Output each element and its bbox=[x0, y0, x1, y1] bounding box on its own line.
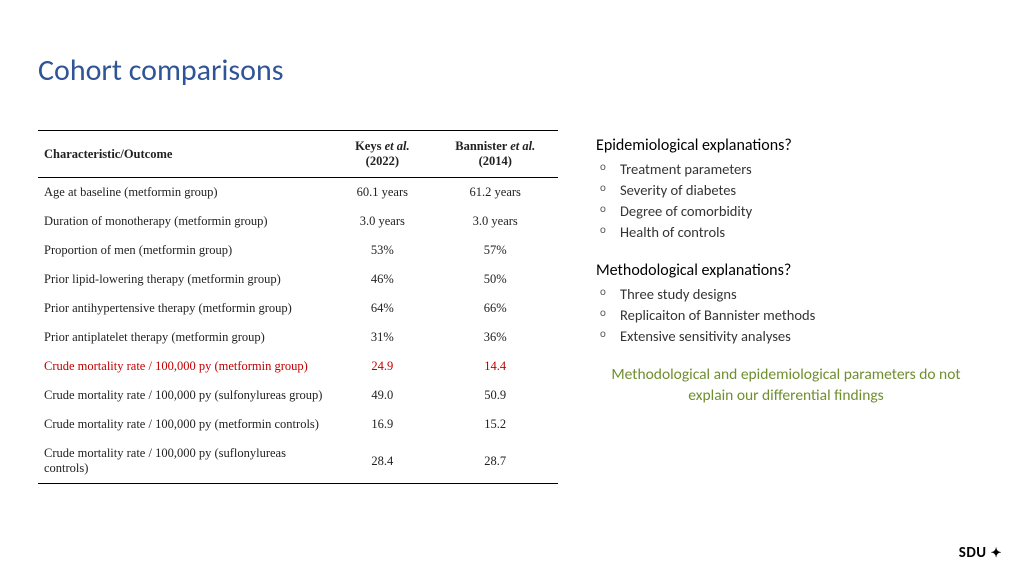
list-item: Treatment parameters bbox=[596, 159, 996, 180]
row-value-bannister: 61.2 years bbox=[432, 178, 558, 208]
table-row: Crude mortality rate / 100,000 py (sulfo… bbox=[38, 381, 558, 410]
list-item: Severity of diabetes bbox=[596, 180, 996, 201]
meth-list: Three study designsReplicaiton of Bannis… bbox=[596, 284, 996, 347]
table-row: Crude mortality rate / 100,000 py (metfo… bbox=[38, 352, 558, 381]
row-value-keys: 46% bbox=[332, 265, 432, 294]
conclusion-text: Methodological and epidemiological param… bbox=[596, 365, 976, 407]
row-value-bannister: 28.7 bbox=[432, 439, 558, 484]
row-label: Crude mortality rate / 100,000 py (metfo… bbox=[38, 410, 332, 439]
row-value-bannister: 3.0 years bbox=[432, 207, 558, 236]
comparison-table: Characteristic/Outcome Keys et al. (2022… bbox=[38, 130, 558, 484]
row-value-bannister: 50.9 bbox=[432, 381, 558, 410]
row-label: Crude mortality rate / 100,000 py (sulfo… bbox=[38, 381, 332, 410]
meth-heading: Methodological explanations? bbox=[596, 261, 996, 280]
row-value-bannister: 15.2 bbox=[432, 410, 558, 439]
row-label: Prior antihypertensive therapy (metformi… bbox=[38, 294, 332, 323]
table-row: Age at baseline (metformin group)60.1 ye… bbox=[38, 178, 558, 208]
row-value-bannister: 50% bbox=[432, 265, 558, 294]
row-value-keys: 24.9 bbox=[332, 352, 432, 381]
row-label: Age at baseline (metformin group) bbox=[38, 178, 332, 208]
col-bannister-2014: Bannister et al. (2014) bbox=[432, 131, 558, 178]
row-label: Prior antiplatelet therapy (metformin gr… bbox=[38, 323, 332, 352]
row-value-bannister: 66% bbox=[432, 294, 558, 323]
explanations-panel: Epidemiological explanations? Treatment … bbox=[596, 136, 996, 407]
table-row: Crude mortality rate / 100,000 py (suflo… bbox=[38, 439, 558, 484]
row-value-keys: 49.0 bbox=[332, 381, 432, 410]
list-item: Replicaiton of Bannister methods bbox=[596, 305, 996, 326]
logo-mark-icon: ✦ bbox=[991, 546, 1002, 561]
row-value-keys: 60.1 years bbox=[332, 178, 432, 208]
table-row: Duration of monotherapy (metformin group… bbox=[38, 207, 558, 236]
table-row: Prior lipid-lowering therapy (metformin … bbox=[38, 265, 558, 294]
list-item: Three study designs bbox=[596, 284, 996, 305]
list-item: Extensive sensitivity analyses bbox=[596, 326, 996, 347]
row-value-keys: 64% bbox=[332, 294, 432, 323]
table-row: Crude mortality rate / 100,000 py (metfo… bbox=[38, 410, 558, 439]
table-row: Prior antihypertensive therapy (metformi… bbox=[38, 294, 558, 323]
logo-text: SDU bbox=[959, 544, 987, 562]
row-value-keys: 53% bbox=[332, 236, 432, 265]
row-value-keys: 3.0 years bbox=[332, 207, 432, 236]
list-item: Health of controls bbox=[596, 222, 996, 243]
row-value-keys: 28.4 bbox=[332, 439, 432, 484]
sdu-logo: SDU ✦ bbox=[959, 544, 1002, 562]
col-keys-2022: Keys et al. (2022) bbox=[332, 131, 432, 178]
row-label: Proportion of men (metformin group) bbox=[38, 236, 332, 265]
table-row: Proportion of men (metformin group)53%57… bbox=[38, 236, 558, 265]
row-label: Crude mortality rate / 100,000 py (metfo… bbox=[38, 352, 332, 381]
table-header-row: Characteristic/Outcome Keys et al. (2022… bbox=[38, 131, 558, 178]
row-value-keys: 16.9 bbox=[332, 410, 432, 439]
row-label: Duration of monotherapy (metformin group… bbox=[38, 207, 332, 236]
row-label: Prior lipid-lowering therapy (metformin … bbox=[38, 265, 332, 294]
slide-title: Cohort comparisons bbox=[38, 52, 283, 89]
list-item: Degree of comorbidity bbox=[596, 201, 996, 222]
table-row: Prior antiplatelet therapy (metformin gr… bbox=[38, 323, 558, 352]
row-label: Crude mortality rate / 100,000 py (suflo… bbox=[38, 439, 332, 484]
row-value-keys: 31% bbox=[332, 323, 432, 352]
epi-list: Treatment parametersSeverity of diabetes… bbox=[596, 159, 996, 243]
epi-heading: Epidemiological explanations? bbox=[596, 136, 996, 155]
row-value-bannister: 14.4 bbox=[432, 352, 558, 381]
row-value-bannister: 57% bbox=[432, 236, 558, 265]
col-characteristic: Characteristic/Outcome bbox=[38, 131, 332, 178]
row-value-bannister: 36% bbox=[432, 323, 558, 352]
